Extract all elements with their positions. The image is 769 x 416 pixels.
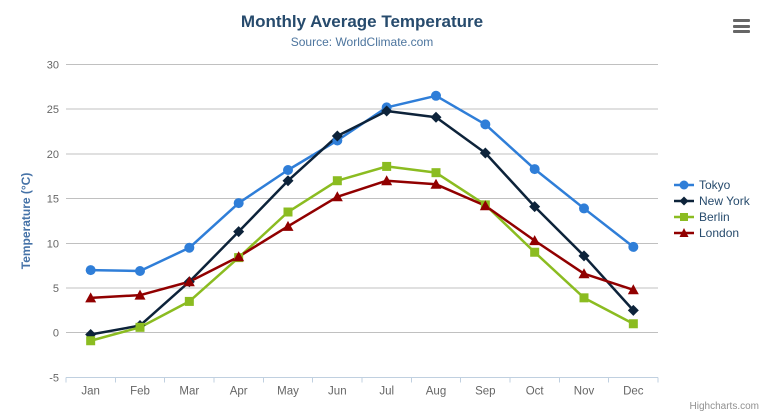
data-point-tokyo-may[interactable] <box>283 164 293 175</box>
data-point-berlin-feb[interactable] <box>135 322 145 332</box>
data-point-london-apr[interactable] <box>233 251 245 262</box>
x-axis-label: Jun <box>328 385 347 397</box>
data-point-new-york-jun[interactable] <box>331 130 343 142</box>
y-axis-title: Temperature (°C) <box>19 173 33 270</box>
x-axis-label: Oct <box>526 385 545 397</box>
x-axis-label: Jan <box>81 385 100 397</box>
diamond-legend-icon <box>674 196 694 206</box>
triangle-legend-icon <box>674 228 694 237</box>
series-line-berlin <box>89 165 635 342</box>
data-point-new-york-oct[interactable] <box>529 201 541 213</box>
data-point-london-sep[interactable] <box>479 200 491 211</box>
circle-legend-icon <box>674 180 694 190</box>
data-point-tokyo-nov[interactable] <box>579 203 589 214</box>
data-point-london-jun[interactable] <box>331 191 343 202</box>
data-point-new-york-jul[interactable] <box>381 105 393 117</box>
data-point-new-york-may[interactable] <box>282 175 294 187</box>
data-point-tokyo-oct[interactable] <box>529 164 540 175</box>
y-axis-label: 5 <box>53 283 59 295</box>
data-point-tokyo-aug[interactable] <box>431 90 441 101</box>
chart-subtitle: Source: WorldClimate.com <box>290 35 434 49</box>
x-axis-label: May <box>277 385 299 397</box>
x-axis-label: Aug <box>426 385 446 397</box>
data-point-new-york-dec[interactable] <box>627 304 639 316</box>
data-point-london-nov[interactable] <box>578 268 590 279</box>
data-point-berlin-jan[interactable] <box>86 336 96 346</box>
legend-item-london[interactable]: London <box>674 225 750 241</box>
y-axis-label: 25 <box>47 104 59 116</box>
y-axis-label: 0 <box>53 328 59 340</box>
data-point-tokyo-sep[interactable] <box>480 119 491 130</box>
data-point-berlin-jul[interactable] <box>382 161 392 171</box>
y-axis-label: 30 <box>47 60 59 72</box>
x-axis-label: Sep <box>475 385 495 397</box>
data-point-london-aug[interactable] <box>430 178 442 189</box>
legend-item-berlin[interactable]: Berlin <box>674 209 750 225</box>
data-point-london-dec[interactable] <box>627 284 639 295</box>
legend-label: London <box>699 226 740 240</box>
data-point-new-york-nov[interactable] <box>578 250 590 262</box>
data-point-berlin-aug[interactable] <box>431 168 441 178</box>
data-point-berlin-mar[interactable] <box>184 296 194 306</box>
data-point-london-jul[interactable] <box>381 175 393 186</box>
x-axis-label: Jul <box>379 385 394 397</box>
data-point-london-jan[interactable] <box>85 292 97 303</box>
data-point-london-feb[interactable] <box>134 289 146 300</box>
data-point-tokyo-dec[interactable] <box>628 241 639 252</box>
legend-item-new-york[interactable]: New York <box>674 193 750 209</box>
data-point-london-oct[interactable] <box>529 235 541 246</box>
chart-title: Monthly Average Temperature <box>240 12 484 31</box>
legend-label: New York <box>699 194 750 208</box>
data-point-berlin-nov[interactable] <box>579 293 589 303</box>
legend-label: Berlin <box>699 210 730 224</box>
data-point-new-york-apr[interactable] <box>233 226 245 238</box>
data-point-new-york-sep[interactable] <box>479 147 491 159</box>
x-axis-label: Mar <box>179 385 199 397</box>
legend-label: Tokyo <box>699 178 731 192</box>
x-axis-label: Feb <box>130 385 150 397</box>
series-line-new-york <box>89 109 635 336</box>
hamburger-icon <box>733 24 750 28</box>
legend: Tokyo New York Berlin London <box>674 177 750 241</box>
data-point-berlin-dec[interactable] <box>628 319 638 329</box>
hamburger-icon <box>733 19 750 22</box>
y-axis-label: 15 <box>47 194 59 206</box>
y-axis-label: 10 <box>47 238 59 250</box>
data-point-tokyo-jan[interactable] <box>85 265 96 276</box>
square-legend-icon <box>674 213 694 221</box>
x-axis-label: Dec <box>623 385 644 397</box>
data-point-london-may[interactable] <box>282 220 294 231</box>
series-line-london <box>89 179 635 300</box>
data-point-tokyo-feb[interactable] <box>135 266 145 277</box>
y-axis-label: -5 <box>49 372 59 384</box>
data-point-new-york-aug[interactable] <box>430 111 442 123</box>
y-axis-label: 20 <box>47 149 59 161</box>
data-point-london-mar[interactable] <box>183 276 195 287</box>
series-line-tokyo <box>89 94 635 273</box>
legend-item-tokyo[interactable]: Tokyo <box>674 177 750 193</box>
data-point-berlin-oct[interactable] <box>530 247 540 257</box>
context-menu-button[interactable] <box>733 19 750 33</box>
data-point-berlin-jun[interactable] <box>332 176 342 186</box>
x-axis-label: Apr <box>230 385 248 397</box>
x-axis-label: Nov <box>574 385 595 397</box>
data-point-berlin-may[interactable] <box>283 207 293 217</box>
data-point-tokyo-apr[interactable] <box>233 198 244 209</box>
data-point-tokyo-mar[interactable] <box>184 242 195 253</box>
hamburger-icon <box>733 30 750 33</box>
highcharts-credit-link[interactable]: Highcharts.com <box>689 401 759 412</box>
